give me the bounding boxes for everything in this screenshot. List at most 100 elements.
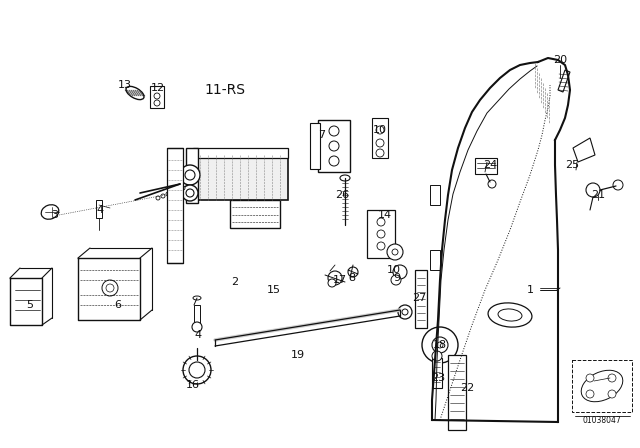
Polygon shape xyxy=(558,70,570,92)
Circle shape xyxy=(106,284,114,292)
Text: 23: 23 xyxy=(431,373,445,383)
Bar xyxy=(310,123,320,169)
Text: 3: 3 xyxy=(51,210,58,220)
Circle shape xyxy=(432,337,448,353)
Bar xyxy=(230,200,280,228)
Bar xyxy=(572,360,632,412)
Circle shape xyxy=(156,196,160,200)
Circle shape xyxy=(376,139,384,147)
Text: 21: 21 xyxy=(591,190,605,200)
Bar xyxy=(186,148,198,203)
Circle shape xyxy=(161,194,165,198)
Text: 16: 16 xyxy=(186,380,200,390)
Bar xyxy=(318,120,350,172)
Text: 5: 5 xyxy=(26,300,33,310)
Text: 7: 7 xyxy=(319,130,326,140)
Circle shape xyxy=(613,180,623,190)
Circle shape xyxy=(608,374,616,382)
Text: 2: 2 xyxy=(232,277,239,287)
Circle shape xyxy=(192,322,202,332)
Circle shape xyxy=(437,342,443,348)
Text: 13: 13 xyxy=(118,80,132,90)
Circle shape xyxy=(186,189,194,197)
Bar xyxy=(194,305,200,327)
Bar xyxy=(432,358,442,388)
Circle shape xyxy=(391,275,401,285)
Text: 4: 4 xyxy=(195,330,202,340)
Circle shape xyxy=(154,100,160,106)
Circle shape xyxy=(387,244,403,260)
Text: 26: 26 xyxy=(335,190,349,200)
Circle shape xyxy=(377,230,385,238)
Polygon shape xyxy=(573,138,595,162)
Ellipse shape xyxy=(340,175,350,181)
Circle shape xyxy=(608,390,616,398)
Circle shape xyxy=(154,93,160,99)
Circle shape xyxy=(376,126,384,134)
Text: 1: 1 xyxy=(527,285,534,295)
Circle shape xyxy=(329,126,339,136)
Circle shape xyxy=(329,141,339,151)
Ellipse shape xyxy=(126,86,144,99)
Circle shape xyxy=(376,149,384,157)
Circle shape xyxy=(586,390,594,398)
Bar xyxy=(448,355,466,430)
Circle shape xyxy=(189,362,205,378)
Circle shape xyxy=(185,170,195,180)
Text: 24: 24 xyxy=(483,160,497,170)
Text: 27: 27 xyxy=(412,293,426,303)
Bar xyxy=(193,148,288,158)
Text: 4: 4 xyxy=(97,205,104,215)
Circle shape xyxy=(171,190,175,194)
Bar xyxy=(150,86,164,108)
Ellipse shape xyxy=(41,205,59,219)
Bar xyxy=(475,158,497,174)
Circle shape xyxy=(166,192,170,196)
Bar xyxy=(372,118,388,158)
Circle shape xyxy=(377,242,385,250)
Circle shape xyxy=(392,249,398,255)
Bar xyxy=(430,250,440,270)
Text: 10: 10 xyxy=(373,125,387,135)
Circle shape xyxy=(329,156,339,166)
Circle shape xyxy=(393,265,407,279)
Bar xyxy=(96,200,102,218)
Text: 14: 14 xyxy=(378,210,392,220)
Circle shape xyxy=(176,188,180,192)
Circle shape xyxy=(182,185,198,201)
Circle shape xyxy=(328,271,342,285)
Circle shape xyxy=(377,218,385,226)
Bar xyxy=(193,155,288,200)
Text: 22: 22 xyxy=(460,383,474,393)
Ellipse shape xyxy=(193,296,201,300)
Circle shape xyxy=(398,305,412,319)
Text: 01038047: 01038047 xyxy=(582,415,621,425)
Ellipse shape xyxy=(498,309,522,321)
Text: 6: 6 xyxy=(115,300,122,310)
Circle shape xyxy=(180,165,200,185)
Text: 10: 10 xyxy=(387,265,401,275)
Circle shape xyxy=(402,309,408,315)
Circle shape xyxy=(586,183,600,197)
Text: 19: 19 xyxy=(291,350,305,360)
Text: 20: 20 xyxy=(553,55,567,65)
Bar xyxy=(415,270,427,328)
Text: 18: 18 xyxy=(433,340,447,350)
Bar xyxy=(367,210,395,258)
Circle shape xyxy=(432,351,442,361)
Circle shape xyxy=(102,280,118,296)
Text: 9: 9 xyxy=(394,273,401,283)
Circle shape xyxy=(183,356,211,384)
Circle shape xyxy=(348,267,358,277)
Circle shape xyxy=(586,374,594,382)
Ellipse shape xyxy=(488,303,532,327)
Text: 12: 12 xyxy=(151,83,165,93)
Text: 25: 25 xyxy=(565,160,579,170)
Bar xyxy=(167,148,183,263)
Ellipse shape xyxy=(581,370,623,402)
Text: 8: 8 xyxy=(348,273,356,283)
Circle shape xyxy=(488,180,496,188)
Text: 11-RS: 11-RS xyxy=(205,83,246,97)
Text: 17: 17 xyxy=(333,275,347,285)
Bar xyxy=(430,185,440,205)
